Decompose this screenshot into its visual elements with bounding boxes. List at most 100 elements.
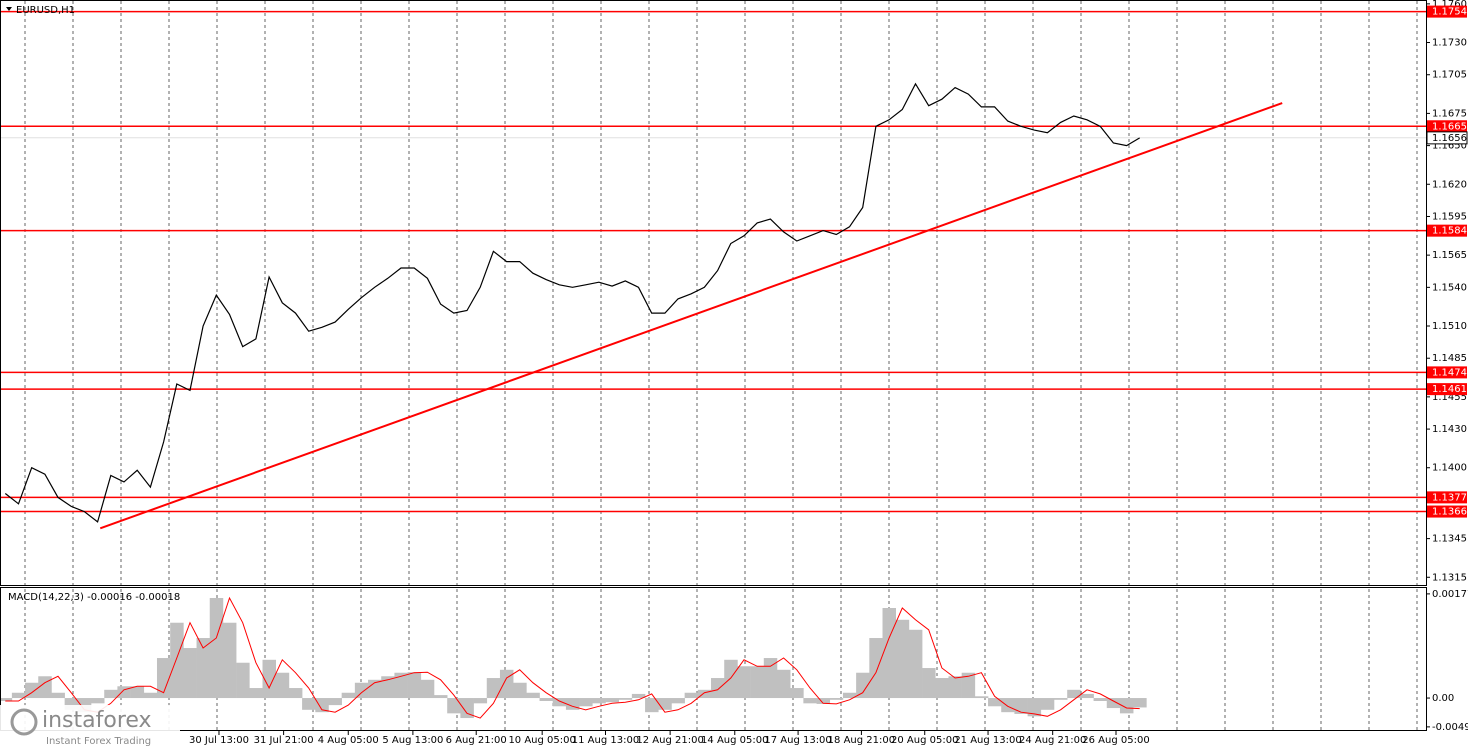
logo-tagline: Instant Forex Trading [46,736,151,747]
macd-bar [631,693,646,699]
macd-bar [104,689,118,699]
macd-bar [11,692,26,699]
macd-bar [447,698,461,714]
macd-bar [645,698,659,713]
macd-bar [1106,698,1121,709]
macd-bar [196,638,211,699]
macd-bar [143,692,158,699]
level-label: 1.1377 [1432,492,1467,503]
macd-bar [394,672,408,699]
x-tick-label: 11 Aug 13:00 [572,735,639,746]
level-label-box [1427,120,1467,133]
macd-bar [908,629,923,699]
y-tick-label: 0.00177 [1432,589,1468,600]
y-tick-label: 1.1675 [1432,108,1467,119]
y-tick-label: -0.0049 [1432,722,1468,733]
macd-bar [407,672,422,699]
macd-bar [368,679,382,699]
macd-bar [948,676,962,699]
x-tick-label: 12 Aug 21:00 [636,735,703,746]
signal-line [5,596,1140,719]
macd-bar [381,676,395,699]
macd-bar [302,698,316,710]
grid [24,1,1418,730]
macd-bar [156,658,171,699]
macd-bar [618,698,633,700]
y-tick-label: 0.00 [1432,693,1454,704]
macd-bar [434,695,448,699]
macd-bar [552,698,567,707]
macd-bar [1054,698,1068,700]
macd-bar [249,688,263,699]
x-tick-label: 31 Jul 21:00 [254,735,314,746]
logo-icon [10,708,38,736]
price-line [4,82,1141,523]
macd-bar [856,672,870,699]
macd-bar [605,698,619,703]
logo: instaforex Instant Forex Trading [0,705,180,750]
y-tick-label: 1.1455 [1432,392,1467,403]
y-tick-label: 1.1620 [1432,179,1467,190]
macd-bar [579,698,593,707]
macd-bar [539,698,554,701]
macd-bar [288,688,303,699]
macd-bar [724,659,738,699]
macd-bar [869,638,883,699]
macd-bar [460,698,474,719]
macd-bar [275,672,290,699]
x-tick-label: 17 Aug 13:00 [764,735,831,746]
x-tick-label: 20 Aug 05:00 [891,735,958,746]
macd-bar [816,698,831,704]
y-tick-label: 1.1510 [1432,321,1467,332]
macd-bar [499,669,514,699]
macd-bar [763,658,778,699]
macd-bar [170,622,184,699]
macd-bar [64,698,79,710]
x-tick-label: 18 Aug 21:00 [828,735,895,746]
macd-bar [1067,689,1081,699]
x-tick-label: 6 Aug 21:00 [446,735,507,746]
macd-bar [1040,698,1055,710]
y-tick-label: 1.1315 [1432,572,1467,583]
macd-bar [0,698,13,701]
level-label-box [1427,5,1467,18]
macd-bar [513,682,527,699]
macd-bar [882,608,897,699]
level-label: 1.1584 [1432,226,1467,237]
macd-bar [1119,698,1134,714]
macd-bar [697,689,712,699]
level-label: 1.1366 [1432,507,1467,518]
level-label: 1.1474 [1432,367,1467,378]
macd-bar [711,678,725,699]
macd-bar [262,659,277,699]
y-tick-label: 1.1430 [1432,424,1467,435]
x-tick-label: 30 Jul 13:00 [189,735,249,746]
level-label-box [1427,505,1467,518]
macd-bar [974,696,989,699]
macd-bar [803,698,817,704]
macd-bar [51,692,65,699]
macd-bar [961,672,976,699]
macd-bar [790,688,804,699]
macd-bar [183,648,197,699]
macd-bar [1027,698,1042,717]
macd-bar [341,692,356,699]
level-label-box [1427,366,1467,379]
macd-bar [473,698,488,704]
logo-name: instaforex [42,708,152,733]
y-tick-label: 1.1540 [1432,282,1467,293]
y-tick-label: 1.1400 [1432,463,1467,474]
x-tick-label: 4 Aug 05:00 [318,735,379,746]
macd-bar [565,698,580,710]
macd-bar [1014,698,1028,714]
macd-bar [658,698,672,710]
macd-bar [420,679,435,699]
macd-bar [842,692,857,699]
price-panel-frame [0,0,1427,586]
y-tick-label: 1.1345 [1432,534,1467,545]
level-label: 1.1665 [1432,121,1467,132]
level-label: 1.1754 [1432,7,1467,18]
y-tick-label: 1.1730 [1432,38,1467,49]
chart-title: EURUSD,H1 [16,5,75,16]
